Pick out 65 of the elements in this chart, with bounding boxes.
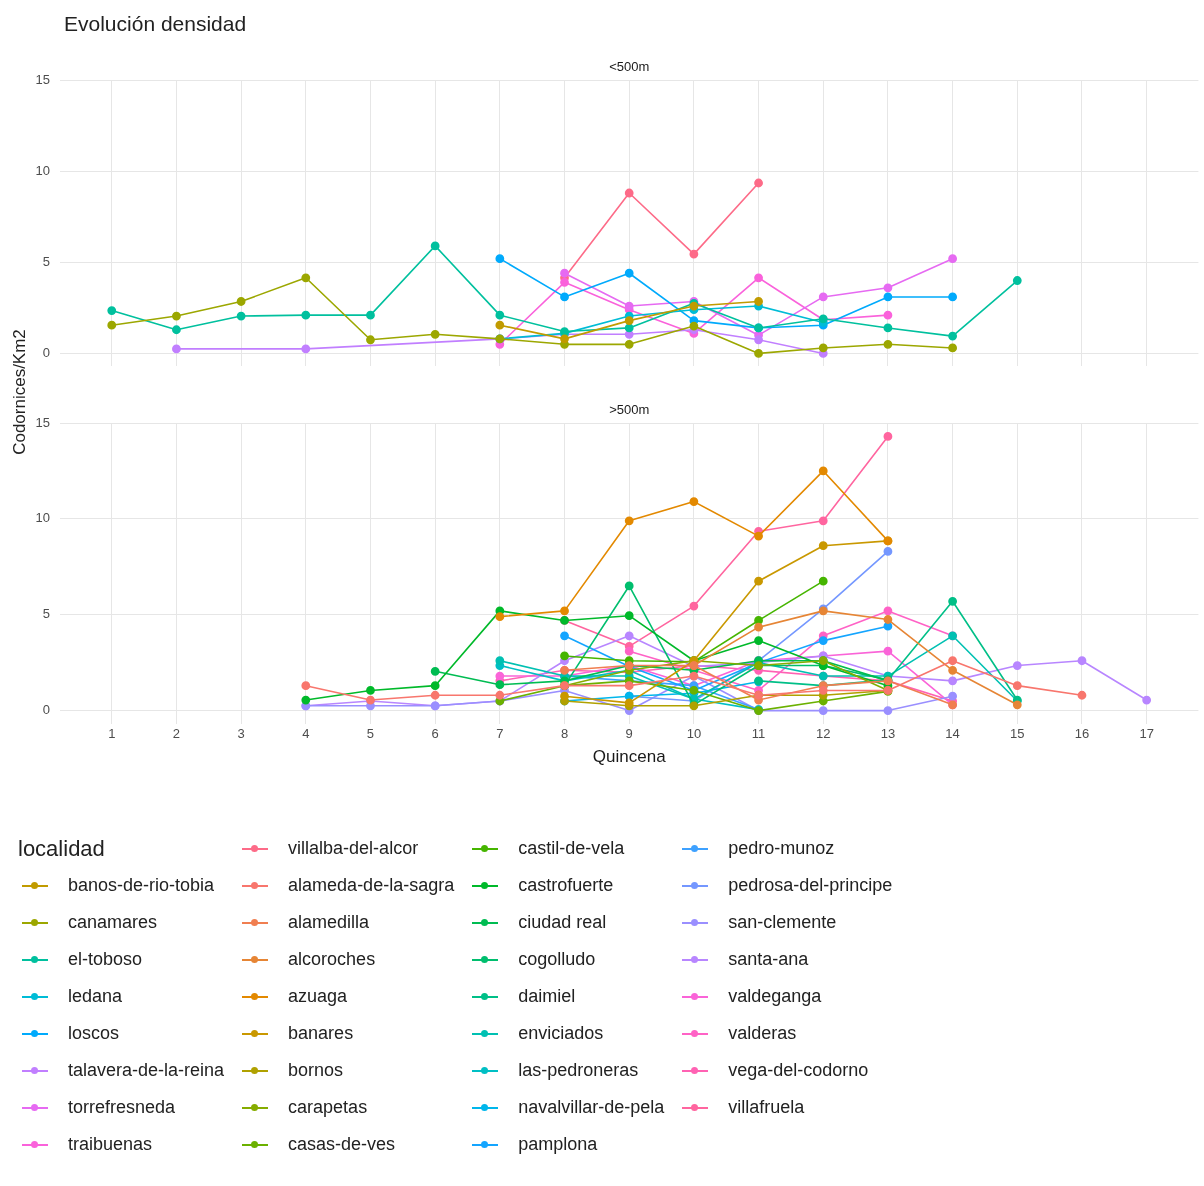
x-tick-label: 15 — [1010, 726, 1025, 742]
x-tick-label: 10 — [686, 726, 702, 742]
legend-label: torrefresneda — [68, 1097, 176, 1118]
x-tick-label: 6 — [431, 726, 439, 742]
chart-subtitle: <500m — [609, 59, 650, 75]
legend-label: valdeganga — [728, 986, 822, 1007]
legend-label: casas-de-ves — [288, 1134, 396, 1155]
legend-title: localidad — [18, 834, 106, 863]
legend-label: traibuenas — [68, 1134, 153, 1155]
legend-label: el-toboso — [68, 949, 143, 970]
y-axis-title: Codornices/Km2 — [10, 328, 30, 457]
y-tick-label: 10 — [35, 162, 50, 178]
chart-subtitle: >500m — [609, 402, 650, 418]
x-tick-label: 11 — [751, 726, 766, 742]
legend-label: talavera-de-la-reina — [68, 1060, 225, 1081]
x-tick-label: 8 — [560, 726, 569, 742]
y-tick-label: 10 — [35, 510, 50, 526]
x-tick-label: 12 — [816, 726, 831, 742]
legend-label: ciudad real — [518, 912, 607, 933]
legend-label: castrofuerte — [518, 875, 614, 896]
legend-label: castil-de-vela — [518, 838, 625, 859]
legend-label: carapetas — [288, 1097, 368, 1118]
legend-label: villafruela — [728, 1097, 805, 1118]
legend-label: ledana — [68, 986, 123, 1007]
legend-label: vega-del-codorno — [728, 1060, 869, 1081]
legend-label: santa-ana — [728, 949, 809, 970]
legend-label: pedro-munoz — [728, 838, 835, 859]
x-tick-label: 2 — [172, 726, 181, 742]
legend-label: cogolludo — [518, 949, 596, 970]
y-tick-label: 0 — [42, 345, 50, 361]
legend-label: valderas — [728, 1023, 797, 1044]
legend-label: enviciados — [518, 1023, 604, 1044]
x-tick-label: 17 — [1139, 726, 1154, 742]
x-tick-label: 14 — [945, 726, 960, 742]
legend-label: banos-de-rio-tobia — [68, 875, 215, 896]
y-tick-label: 5 — [42, 606, 50, 622]
x-tick-label: 3 — [237, 726, 245, 742]
y-tick-label: 0 — [42, 702, 50, 718]
legend-label: alcoroches — [288, 949, 376, 970]
legend-label: pedrosa-del-principe — [728, 875, 893, 896]
x-tick-label: 4 — [302, 726, 310, 742]
x-tick-label: 1 — [108, 726, 116, 742]
y-tick-label: 15 — [35, 414, 50, 430]
y-tick-label: 15 — [35, 71, 50, 87]
legend-label: alamedilla — [288, 912, 370, 933]
x-tick-label: 5 — [366, 726, 375, 742]
x-tick-label: 7 — [496, 726, 504, 742]
legend-label: banares — [288, 1023, 354, 1044]
legend-label: villalba-del-alcor — [288, 838, 419, 859]
legend-label: las-pedroneras — [518, 1060, 639, 1081]
y-tick-label: 5 — [42, 253, 50, 269]
legend-label: alameda-de-la-sagra — [288, 875, 455, 896]
x-axis-title: Quincena — [592, 747, 667, 767]
legend-label: pamplona — [518, 1134, 598, 1155]
x-tick-label: 9 — [625, 726, 633, 742]
legend-label: bornos — [288, 1060, 344, 1081]
legend-label: canamares — [68, 912, 158, 933]
x-tick-label: 13 — [880, 726, 896, 742]
legend-label: loscos — [68, 1023, 120, 1044]
legend-label: san-clemente — [728, 912, 837, 933]
legend-label: navalvillar-de-pela — [518, 1097, 665, 1118]
x-tick-label: 16 — [1074, 726, 1090, 742]
chart-title: Evolución densidad — [64, 12, 247, 36]
legend-label: daimiel — [518, 986, 576, 1007]
legend-label: azuaga — [288, 986, 348, 1007]
